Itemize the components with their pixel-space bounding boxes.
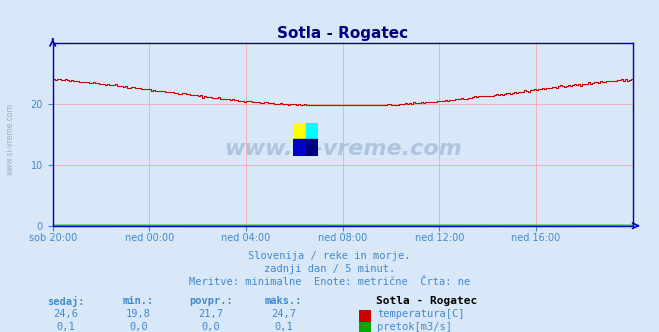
Bar <box>306 123 318 139</box>
Bar <box>306 139 318 156</box>
Text: min.:: min.: <box>123 296 154 306</box>
Text: pretok[m3/s]: pretok[m3/s] <box>377 322 452 332</box>
Text: 0,1: 0,1 <box>57 322 75 332</box>
Text: 24,6: 24,6 <box>53 309 78 319</box>
Title: Sotla - Rogatec: Sotla - Rogatec <box>277 26 408 41</box>
Text: Meritve: minimalne  Enote: metrične  Črta: ne: Meritve: minimalne Enote: metrične Črta:… <box>189 277 470 287</box>
Text: www.si-vreme.com: www.si-vreme.com <box>5 104 14 175</box>
Text: zadnji dan / 5 minut.: zadnji dan / 5 minut. <box>264 264 395 274</box>
Text: 19,8: 19,8 <box>126 309 151 319</box>
Text: povpr.:: povpr.: <box>189 296 233 306</box>
Text: maks.:: maks.: <box>265 296 302 306</box>
Text: 0,0: 0,0 <box>129 322 148 332</box>
Text: 21,7: 21,7 <box>198 309 223 319</box>
Text: 24,7: 24,7 <box>271 309 296 319</box>
Bar <box>293 139 306 156</box>
Text: sedaj:: sedaj: <box>47 296 84 307</box>
Text: temperatura[C]: temperatura[C] <box>377 309 465 319</box>
Text: www.si-vreme.com: www.si-vreme.com <box>224 139 461 159</box>
Text: Slovenija / reke in morje.: Slovenija / reke in morje. <box>248 251 411 261</box>
Text: Sotla - Rogatec: Sotla - Rogatec <box>376 296 477 306</box>
Bar <box>293 123 306 139</box>
Text: 0,0: 0,0 <box>202 322 220 332</box>
Text: 0,1: 0,1 <box>274 322 293 332</box>
